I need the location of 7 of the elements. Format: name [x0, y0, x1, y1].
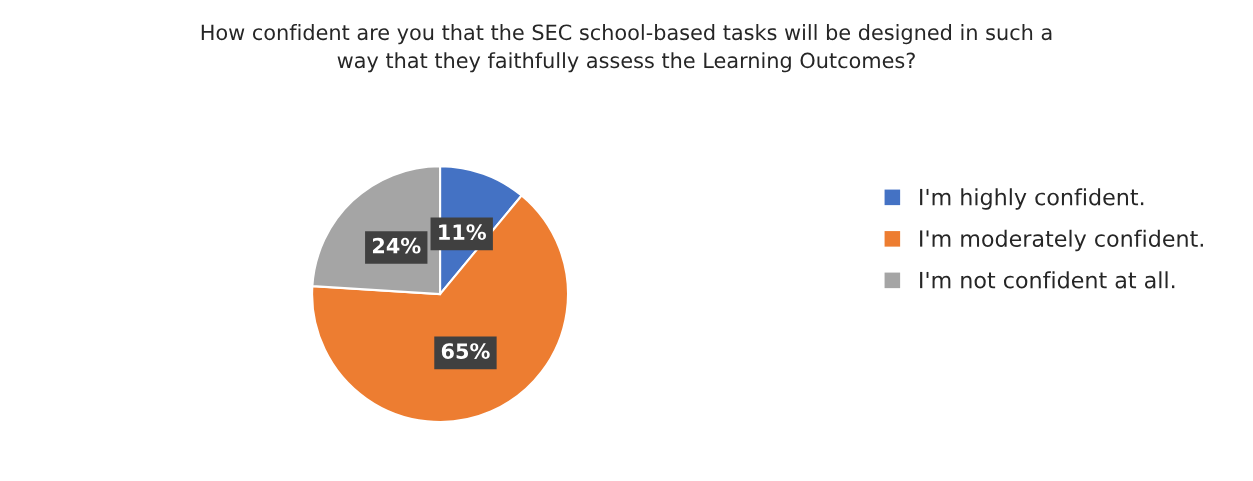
legend-label: I'm highly confident. [920, 188, 1144, 210]
legend-label: I'm moderately confident. [920, 229, 1203, 252]
data-label: 65% [441, 343, 490, 359]
legend-label: I'm not confident at all. [920, 271, 1175, 289]
chart-title: How confident are you that the SEC school-based tasks will be designed in such a way that they faithfully assess the Learning Outcomes? [201, 24, 1052, 73]
data-label: 24% [372, 237, 421, 254]
data-label: 11% [439, 224, 486, 240]
